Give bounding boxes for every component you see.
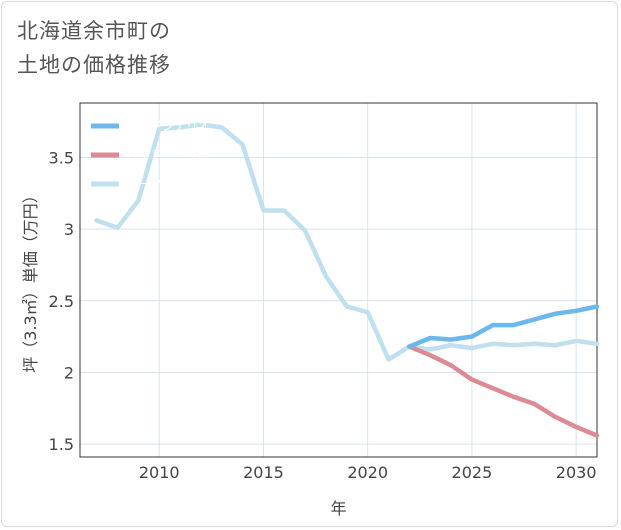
- x-axis-title: 年: [330, 499, 346, 518]
- title-line-2: 土地の価格推移: [17, 53, 171, 77]
- y-tick-label: 3.5: [49, 148, 74, 167]
- title-line-1: 北海道余市町の: [17, 19, 171, 43]
- legend-label: ノーマルシナリオ: [126, 177, 222, 191]
- x-tick-label: 2020: [347, 463, 388, 482]
- series-line-1: [407, 344, 600, 438]
- y-tick-label: 2.5: [49, 292, 74, 311]
- x-axis-ticks: 2010 2015 2020 2025 2030: [139, 463, 597, 482]
- legend-label: バッドシナリオ: [126, 148, 210, 162]
- y-tick-label: 3: [64, 220, 74, 239]
- y-tick-label: 1.5: [49, 435, 74, 454]
- plot-border: [79, 102, 598, 458]
- series-line-0: [407, 304, 600, 349]
- legend-label: グッドシナリオ: [126, 119, 210, 133]
- x-tick-label: 2030: [556, 463, 597, 482]
- x-tick-label: 2025: [452, 463, 493, 482]
- x-tick-label: 2010: [139, 463, 180, 482]
- y-axis-ticks: 1.5 2 2.5 3 3.5: [49, 148, 74, 454]
- chart-title: 北海道余市町の 土地の価格推移: [17, 14, 171, 82]
- y-axis-title: 坪（3.3㎡）単価（万円）: [21, 187, 40, 372]
- series-layer: [94, 122, 600, 438]
- y-tick-label: 2: [64, 363, 74, 382]
- grid: [80, 103, 597, 457]
- series-line-2: [94, 122, 600, 362]
- x-tick-label: 2015: [243, 463, 284, 482]
